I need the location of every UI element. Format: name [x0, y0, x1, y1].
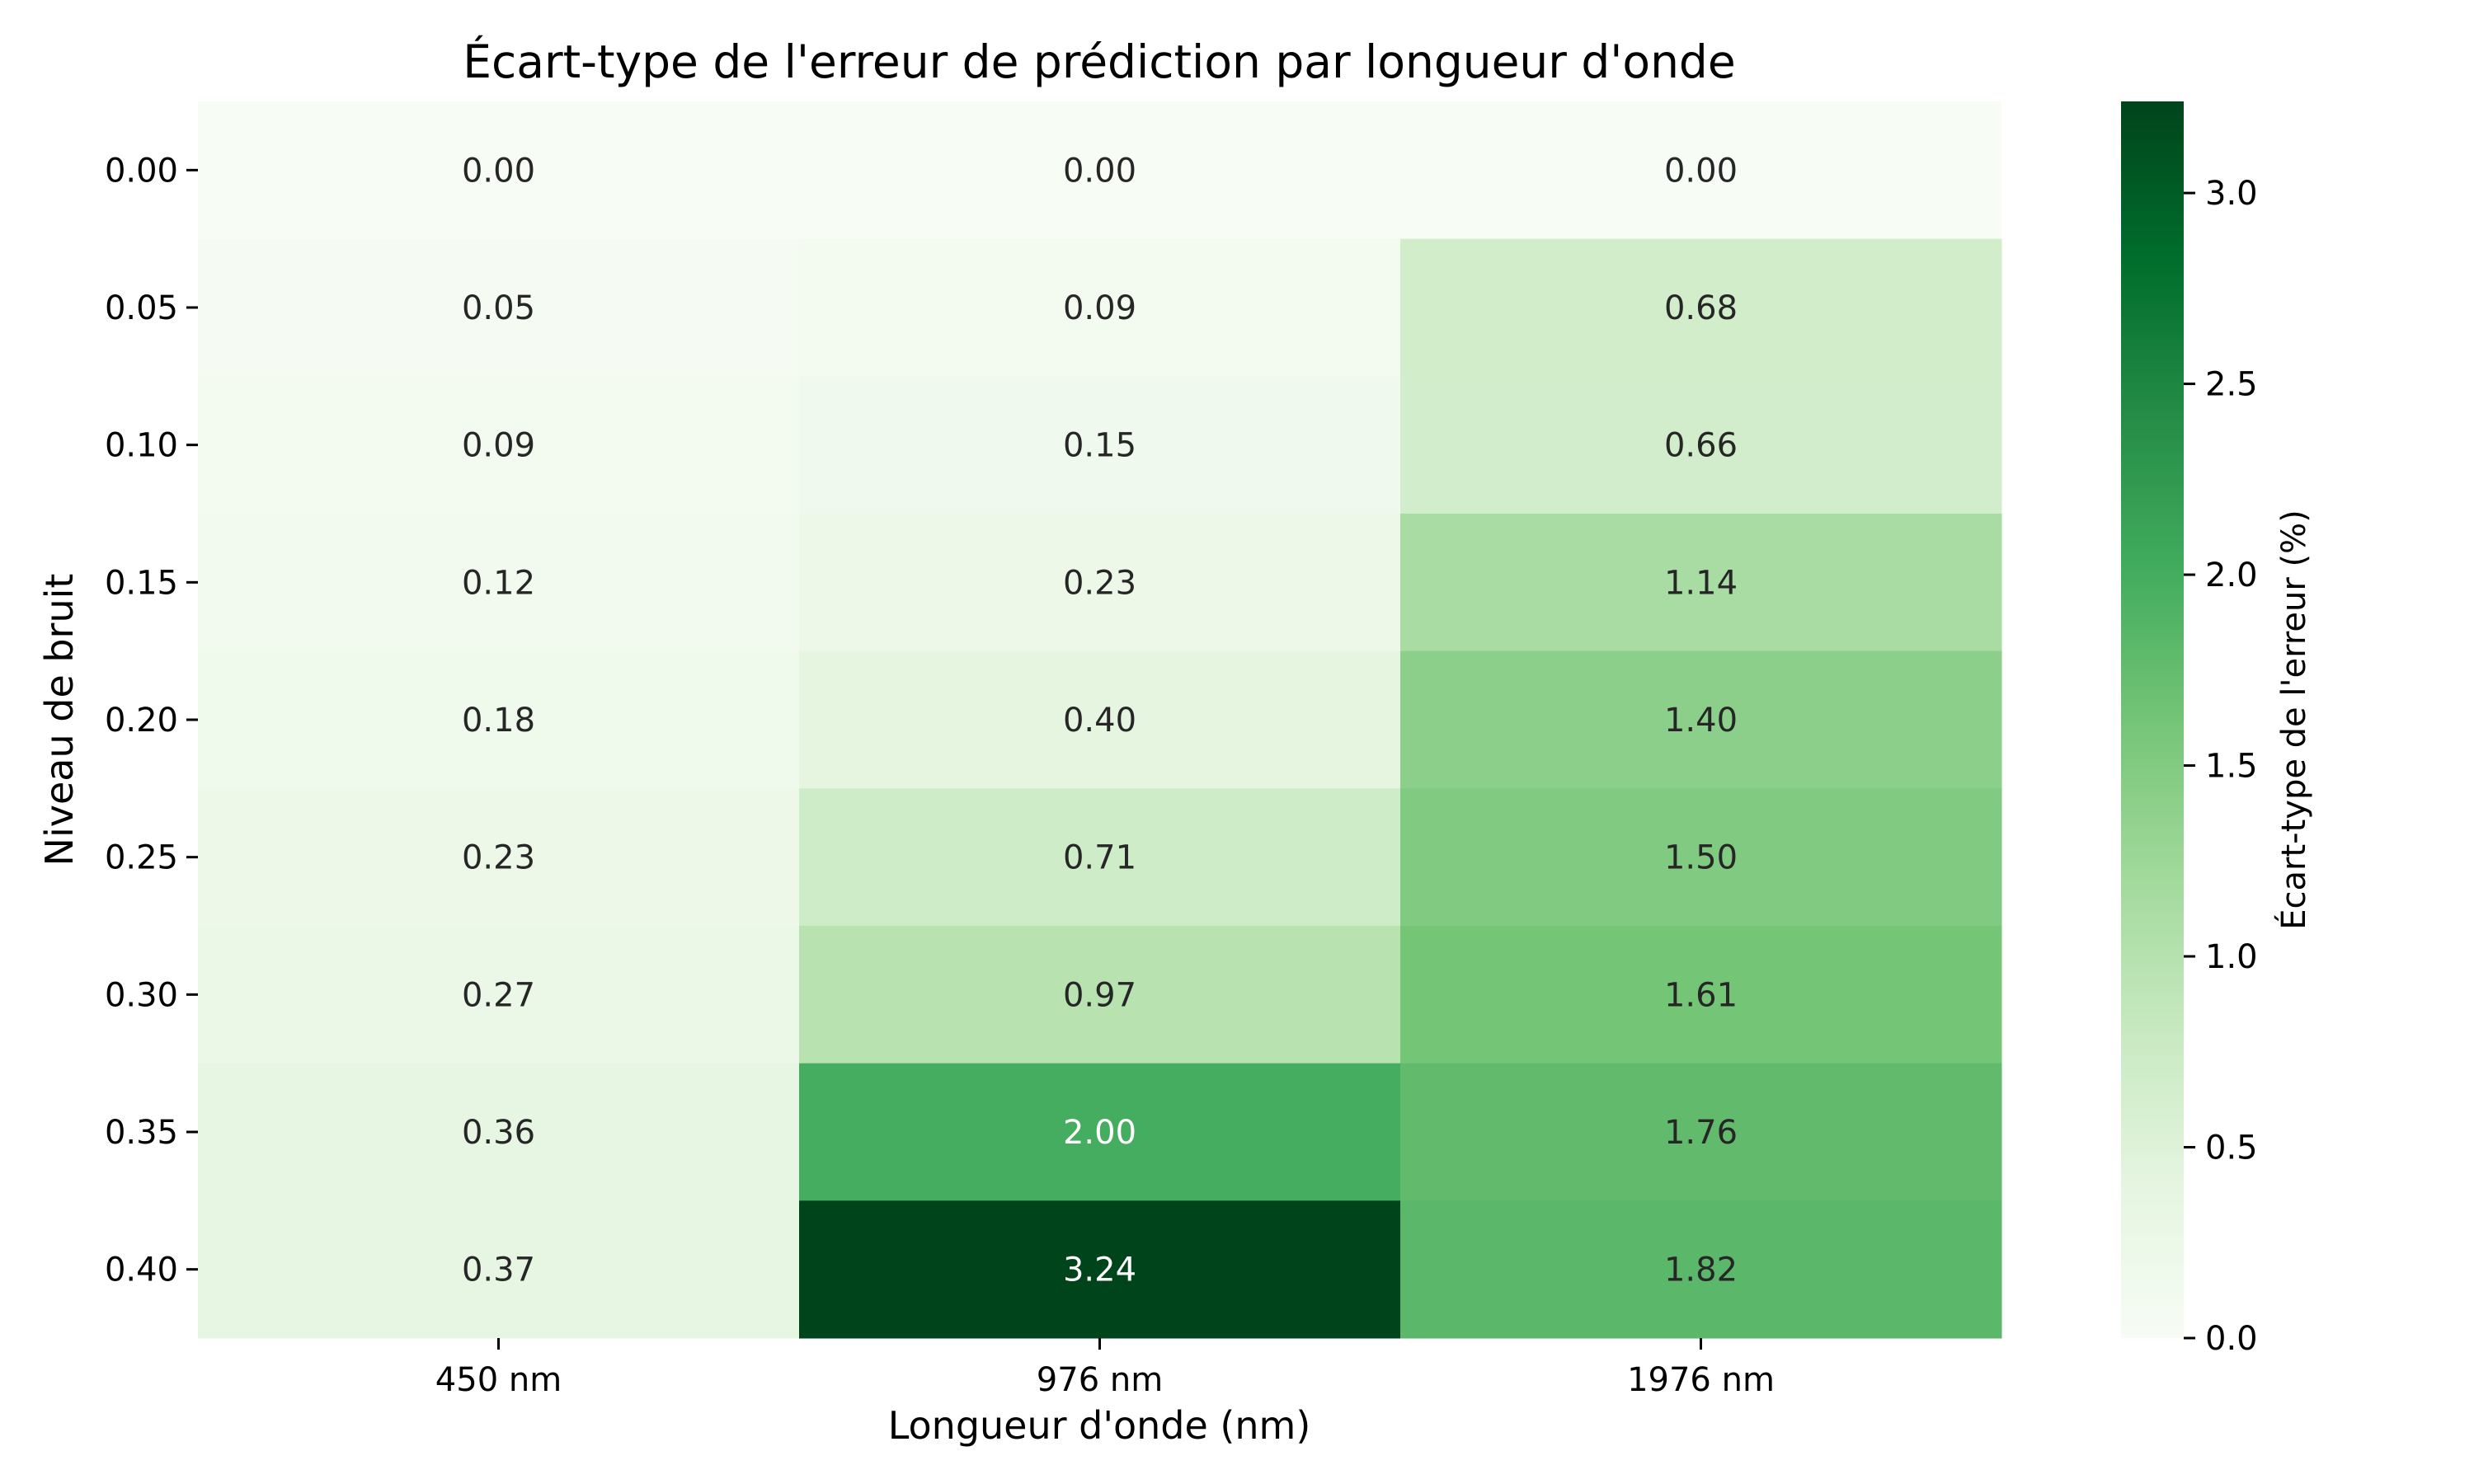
heatmap-cell: [799, 926, 1401, 1064]
x-tick-label: 450 nm: [435, 1361, 562, 1399]
cell-value-label: 0.27: [462, 976, 535, 1014]
cell-value-label: 0.23: [462, 839, 535, 877]
cell-value-label: 0.15: [1063, 427, 1136, 465]
heatmap-cell: [799, 101, 1401, 240]
colorbar-tick-label: 3.0: [2205, 175, 2258, 213]
cell-value-label: 0.18: [462, 702, 535, 740]
cell-value-label: 0.37: [462, 1252, 535, 1289]
cell-value-label: 0.12: [462, 564, 535, 602]
heatmap-cell: [799, 1200, 1401, 1339]
x-axis-label: Longueur d'onde (nm): [888, 1403, 1311, 1448]
cell-value-label: 0.36: [462, 1114, 535, 1152]
cell-value-label: 0.00: [1063, 152, 1136, 190]
cell-value-label: 0.97: [1063, 976, 1136, 1014]
heatmap-cell: [198, 788, 800, 927]
heatmap-cell: [1400, 788, 2002, 927]
y-tick-label: 0.00: [105, 152, 178, 190]
cell-value-label: 0.00: [462, 152, 535, 190]
cell-value-label: 1.14: [1664, 564, 1738, 602]
colorbar-tick-label: 0.0: [2205, 1320, 2258, 1358]
cell-value-label: 0.09: [462, 427, 535, 465]
y-tick-label: 0.15: [105, 564, 178, 602]
colorbar-tick-label: 1.5: [2205, 748, 2258, 786]
heatmap-cell: [198, 376, 800, 514]
heatmap-cell: [198, 1063, 800, 1201]
x-tick-label: 1976 nm: [1627, 1361, 1775, 1399]
y-tick-label: 0.05: [105, 289, 178, 327]
heatmap-cell: [799, 650, 1401, 789]
heatmap-cell: [1400, 1200, 2002, 1339]
chart-title: Écart-type de l'erreur de prédiction par…: [463, 35, 1735, 88]
y-tick-label: 0.40: [105, 1252, 178, 1289]
cell-value-label: 0.40: [1063, 702, 1136, 740]
heatmap-cell: [198, 650, 800, 789]
heatmap-cell: [198, 238, 800, 377]
heatmap-cell: [198, 1200, 800, 1339]
cell-value-label: 1.61: [1664, 976, 1738, 1014]
y-axis: 0.00 0.05 0.10 0.15 0.20 0.25 0.30 0.35 0.40: [105, 152, 198, 1289]
cell-value-label: 0.05: [462, 289, 535, 327]
heatmap-cell: [198, 926, 800, 1064]
y-axis-label: Niveau de bruit: [37, 574, 82, 866]
cell-value-label: 0.09: [1063, 289, 1136, 327]
heatmap-cell: [799, 788, 1401, 927]
colorbar-tick-label: 1.0: [2205, 938, 2258, 976]
cell-value-label: 0.68: [1664, 289, 1738, 327]
cell-value-label: 0.71: [1063, 839, 1136, 877]
heatmap-cell: [1400, 650, 2002, 789]
colorbar-label: Écart-type de l'erreur (%): [2274, 510, 2313, 930]
cell-value-label: 1.76: [1664, 1114, 1738, 1152]
cell-value-label: 0.00: [1664, 152, 1738, 190]
cell-value-label: 1.40: [1664, 702, 1738, 740]
colorbar-ticks: 0.0 0.5 1.0 1.5 2.0 2.5 3.0: [2184, 175, 2258, 1358]
heatmap-cell: [198, 101, 800, 240]
heatmap-cells: [198, 101, 2002, 1339]
cell-value-labels: 0.00 0.00 0.00 0.05 0.09 0.68 0.09 0.15 0.66 0.12…: [462, 152, 1738, 1289]
heatmap-cell: [799, 238, 1401, 377]
x-tick-label: 976 nm: [1037, 1361, 1163, 1399]
cell-value-label: 1.82: [1664, 1252, 1738, 1289]
cell-value-label: 0.23: [1063, 564, 1136, 602]
heatmap-cell: [1400, 926, 2002, 1064]
heatmap-cell: [1400, 238, 2002, 377]
colorbar-tick-label: 2.5: [2205, 366, 2258, 404]
y-tick-label: 0.25: [105, 839, 178, 877]
cell-value-label: 2.00: [1063, 1114, 1136, 1152]
heatmap-cell: [799, 514, 1401, 652]
y-tick-label: 0.30: [105, 976, 178, 1014]
cell-value-label: 0.66: [1664, 427, 1738, 465]
colorbar-tick-label: 2.0: [2205, 556, 2258, 594]
cell-value-label: 1.50: [1664, 839, 1738, 877]
x-axis: 450 nm 976 nm 1976 nm: [435, 1338, 1775, 1399]
y-tick-label: 0.35: [105, 1114, 178, 1152]
heatmap-cell: [198, 514, 800, 652]
heatmap-cell: [799, 1063, 1401, 1201]
heatmap-cell: [1400, 376, 2002, 514]
colorbar-tick-label: 0.5: [2205, 1129, 2258, 1167]
heatmap-cell: [1400, 101, 2002, 240]
heatmap-cell: [799, 376, 1401, 514]
y-tick-label: 0.20: [105, 702, 178, 740]
colorbar: [2121, 101, 2184, 1338]
y-tick-label: 0.10: [105, 427, 178, 465]
cell-value-label: 3.24: [1063, 1252, 1136, 1289]
heatmap-cell: [1400, 514, 2002, 652]
heatmap-cell: [1400, 1063, 2002, 1201]
